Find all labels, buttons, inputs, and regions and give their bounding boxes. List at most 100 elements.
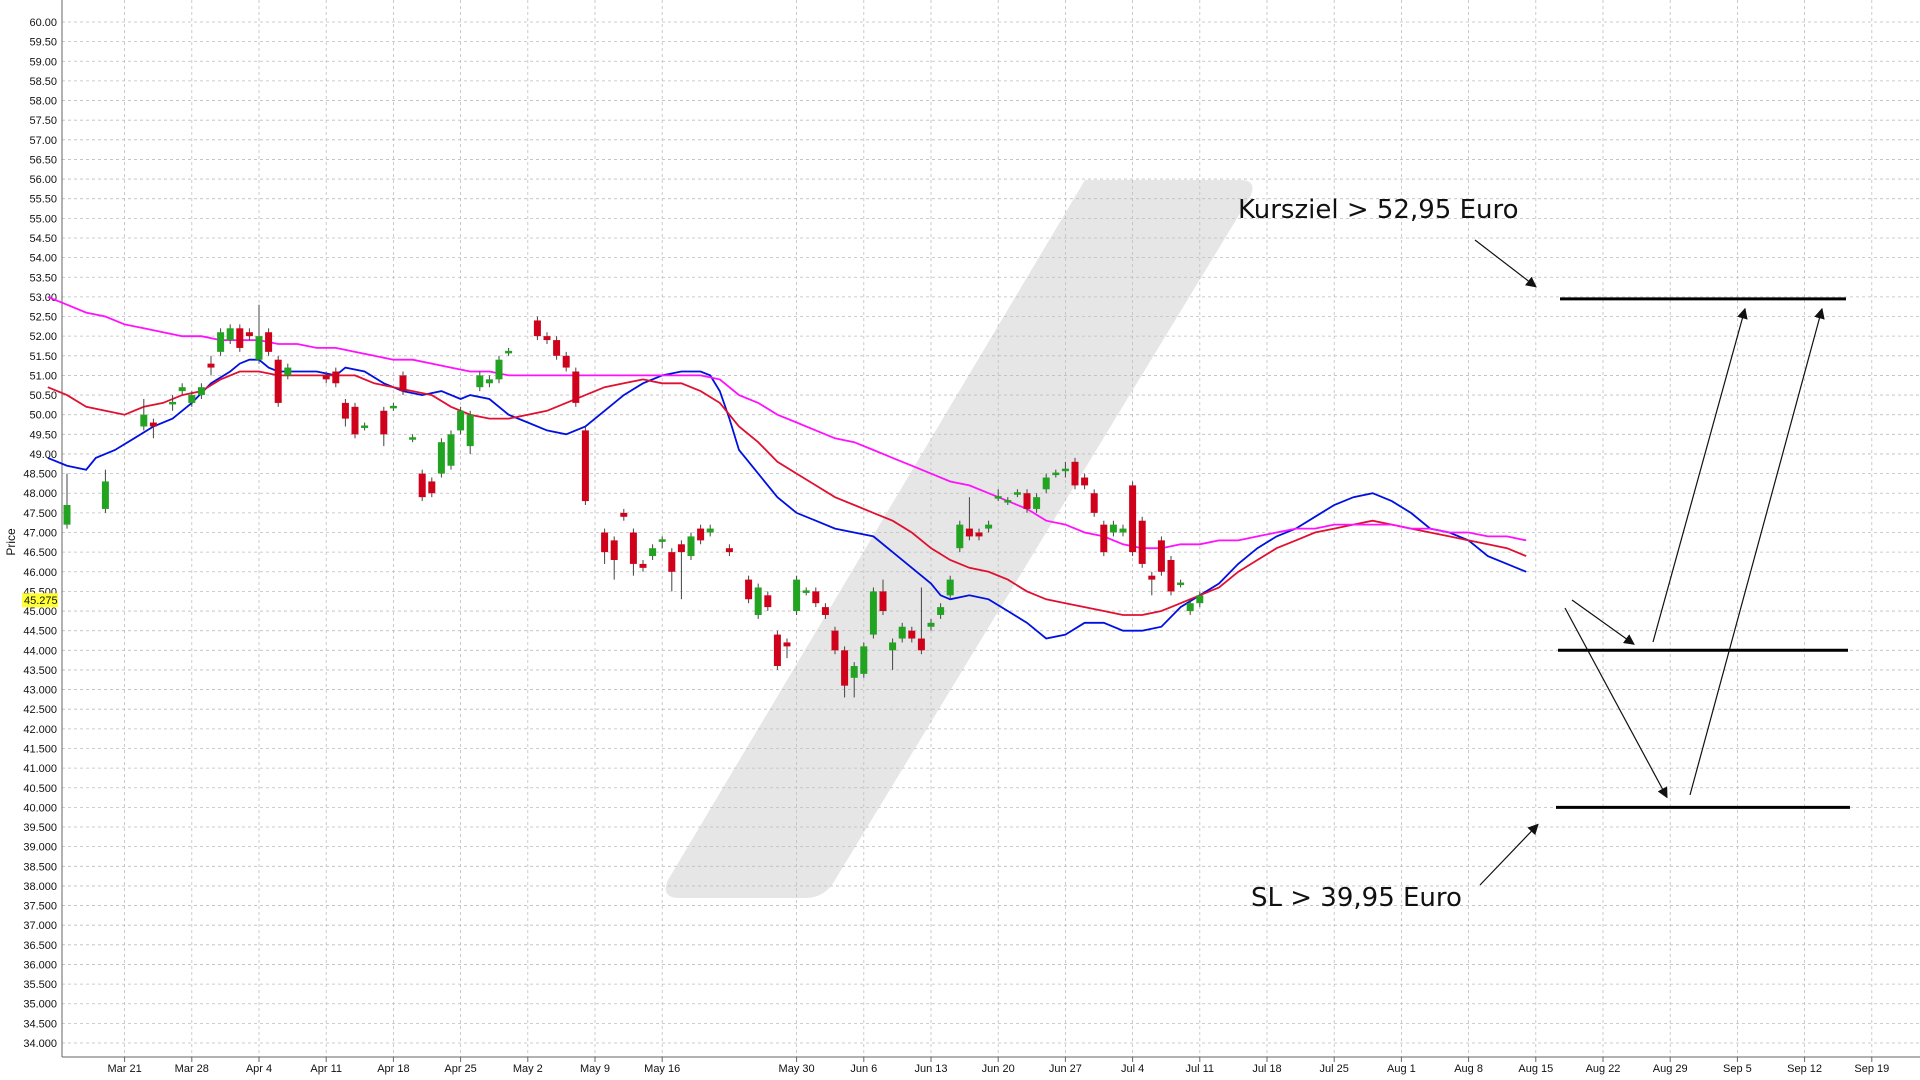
candle (553, 336, 561, 360)
candle (1013, 489, 1021, 498)
candle-body (197, 387, 205, 396)
candle-body (236, 328, 244, 348)
candle-body (581, 430, 589, 502)
arrow-down-to-stop (1564, 607, 1668, 799)
candle-body (447, 434, 455, 466)
y-axis-label: Price (4, 528, 18, 556)
candle-body (1148, 575, 1156, 580)
candle (533, 316, 541, 341)
last-price-tag-text: 45.275 (24, 595, 58, 607)
candle-body (668, 552, 676, 572)
candle-body (802, 590, 810, 593)
candle-body (927, 622, 935, 627)
candle-body (466, 414, 474, 447)
candle-body (553, 340, 561, 356)
candle (639, 559, 647, 572)
candle (1061, 461, 1069, 478)
y-tick-label: 47.000 (23, 528, 57, 540)
y-tick-label: 48.000 (23, 488, 57, 500)
candle (610, 536, 618, 580)
y-tick-label: 36.500 (23, 940, 57, 952)
candle-body (63, 505, 71, 525)
candle-body (1109, 524, 1117, 533)
candle-body (889, 642, 897, 651)
candle (245, 328, 253, 341)
candle-body (226, 328, 234, 341)
candle-body (754, 587, 762, 615)
y-tick-label: 57.00 (29, 135, 57, 147)
candle (850, 662, 858, 698)
x-tick-label: Jun 13 (914, 1063, 947, 1075)
y-tick-label: 59.50 (29, 37, 57, 49)
arrow-to-target-line (1474, 239, 1537, 288)
candle-body (140, 414, 148, 427)
candle (1023, 489, 1031, 513)
candle-body (399, 375, 407, 392)
candle-body (985, 524, 993, 529)
candle-body (946, 579, 954, 596)
candle (783, 638, 791, 659)
x-tick-label: Apr 4 (246, 1063, 272, 1075)
candle (101, 469, 109, 513)
y-tick-label: 48.500 (23, 469, 57, 481)
x-tick-label: Aug 8 (1454, 1063, 1483, 1075)
candle (581, 426, 589, 506)
candle (812, 587, 820, 608)
candle-body (821, 607, 829, 615)
x-tick-label: Sep 19 (1854, 1063, 1889, 1075)
candle (946, 575, 954, 600)
candle (341, 398, 349, 427)
candle (466, 410, 474, 454)
candle (274, 355, 282, 407)
candle (917, 587, 925, 655)
candle-body (1023, 493, 1031, 509)
candle (207, 355, 215, 376)
candle-body (793, 579, 801, 612)
candle-body (850, 666, 858, 678)
candle (457, 406, 465, 435)
candle (1042, 473, 1050, 494)
y-tick-label: 41.000 (23, 763, 57, 775)
candle (1148, 571, 1156, 596)
candle-body (101, 481, 109, 509)
candle-body (649, 548, 657, 557)
candle-body (485, 379, 493, 384)
y-tick-label: 40.500 (23, 783, 57, 795)
candle (149, 418, 157, 439)
candle-body (1167, 559, 1175, 592)
candle (1119, 524, 1127, 537)
candle-body (783, 642, 791, 647)
candle (725, 544, 733, 557)
candle (226, 324, 234, 345)
candle-body (898, 626, 906, 639)
y-tick-label: 44.000 (23, 645, 57, 657)
candle-body (725, 548, 733, 553)
candle (860, 642, 868, 678)
y-tick-label: 35.000 (23, 999, 57, 1011)
y-tick-label: 59.00 (29, 56, 57, 68)
y-tick-label: 46.000 (23, 567, 57, 579)
candle (629, 528, 637, 576)
x-tick-label: Jul 4 (1121, 1063, 1144, 1075)
candle (668, 548, 676, 592)
candle (361, 422, 369, 431)
candle (197, 383, 205, 399)
x-tick-label: May 2 (513, 1063, 543, 1075)
candle (485, 375, 493, 388)
candle (1004, 497, 1012, 506)
candle (879, 579, 887, 615)
y-axis-ticks: 60.00 59.50 59.00 58.50 58.00 57.50 57.00 56.50… (23, 17, 57, 1050)
y-tick-label: 54.50 (29, 233, 57, 245)
candle (188, 391, 196, 407)
y-tick-label: 58.00 (29, 96, 57, 108)
candle (908, 626, 916, 643)
candle (543, 332, 551, 345)
candle (601, 528, 609, 564)
candle-body (351, 406, 359, 435)
candle (140, 398, 148, 431)
candle-body (255, 336, 263, 360)
candle (658, 536, 666, 549)
candlesticks (63, 304, 1204, 698)
candle (1177, 579, 1185, 588)
candle-body (879, 591, 887, 612)
